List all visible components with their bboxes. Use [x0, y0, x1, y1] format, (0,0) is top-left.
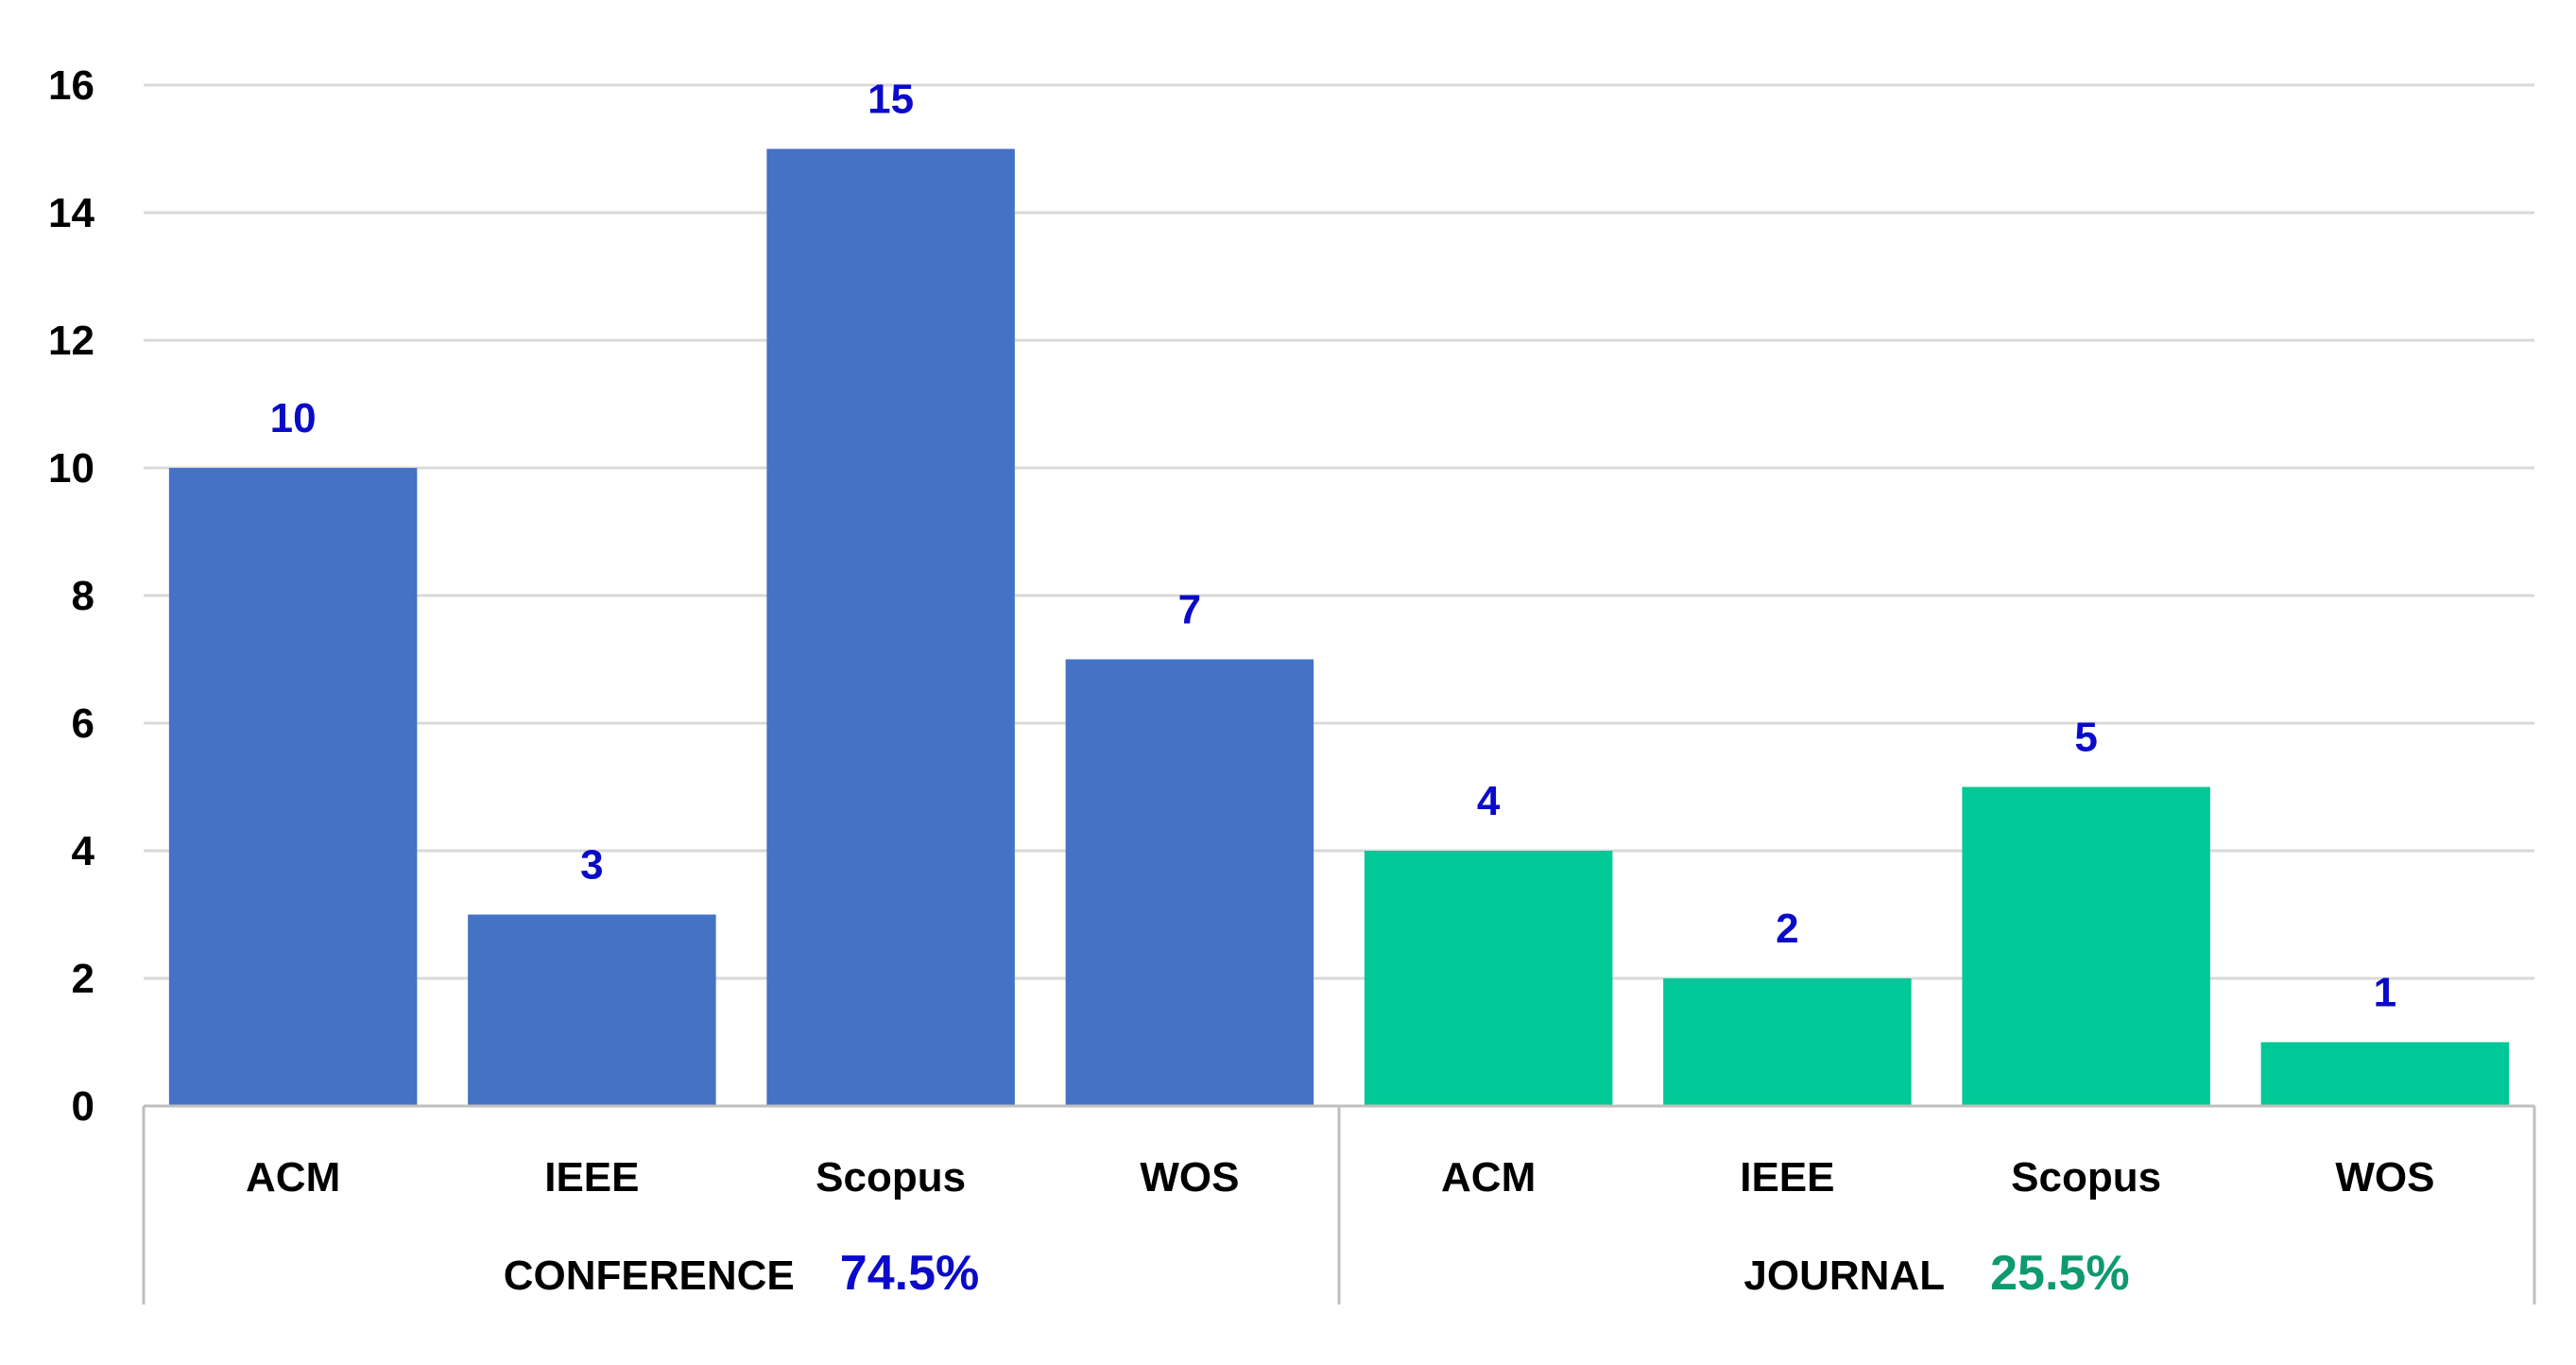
- value-label: 5: [2074, 715, 2097, 761]
- y-tick-label: 8: [72, 573, 94, 619]
- y-axis-tick-labels: 0 2 4 6 8 10 12 14 16: [48, 62, 94, 1130]
- bar-conference-scopus: [766, 148, 1015, 1106]
- y-tick-label: 6: [72, 700, 94, 747]
- x-category-label: ACM: [1441, 1154, 1536, 1201]
- x-axis-group-labels: CONFERENCE 74.5% JOURNAL 25.5%: [504, 1246, 2130, 1301]
- y-tick-label: 16: [48, 62, 94, 109]
- value-label: 4: [1477, 778, 1501, 824]
- bar-journal-scopus: [1962, 786, 2210, 1106]
- bar-conference-ieee: [468, 914, 716, 1106]
- x-category-label: IEEE: [1740, 1154, 1834, 1201]
- bar-journal-acm: [1364, 851, 1613, 1106]
- y-tick-label: 2: [72, 956, 94, 1002]
- y-tick-label: 0: [72, 1083, 94, 1130]
- x-category-label: IEEE: [544, 1154, 639, 1201]
- bar-journal-wos: [2260, 1042, 2510, 1106]
- group-label-conference: CONFERENCE 74.5%: [504, 1246, 979, 1301]
- y-tick-label: 12: [48, 318, 94, 364]
- bar-journal-ieee: [1663, 978, 1912, 1106]
- bar-conference-wos: [1065, 659, 1314, 1106]
- value-label: 1: [2374, 970, 2396, 1016]
- group-name: JOURNAL: [1743, 1253, 1945, 1299]
- bar-conference-acm: [168, 468, 418, 1106]
- y-tick-label: 10: [48, 445, 94, 492]
- x-category-label: ACM: [246, 1154, 340, 1201]
- bars: [168, 148, 2510, 1106]
- gridlines: [144, 83, 2534, 980]
- x-category-label: WOS: [2335, 1154, 2434, 1201]
- x-category-label: Scopus: [816, 1154, 966, 1201]
- value-label: 15: [867, 77, 914, 123]
- group-percent: 25.5%: [1990, 1246, 2129, 1301]
- group-name: CONFERENCE: [504, 1253, 795, 1299]
- value-label: 2: [1776, 906, 1798, 952]
- group-percent: 74.5%: [840, 1246, 979, 1301]
- value-label: 3: [580, 842, 603, 889]
- y-tick-label: 4: [72, 828, 95, 874]
- y-tick-label: 14: [48, 190, 94, 236]
- value-label: 10: [270, 395, 317, 441]
- x-axis-category-labels: ACM IEEE Scopus WOS ACM IEEE Scopus WOS: [246, 1154, 2434, 1201]
- x-category-label: WOS: [1140, 1154, 1239, 1201]
- value-label: 7: [1178, 587, 1201, 633]
- x-axis: [142, 1104, 2536, 1305]
- group-label-journal: JOURNAL 25.5%: [1743, 1246, 2129, 1301]
- value-labels: 10 3 15 7 4 2 5 1: [270, 77, 2396, 1016]
- x-category-label: Scopus: [2011, 1154, 2161, 1201]
